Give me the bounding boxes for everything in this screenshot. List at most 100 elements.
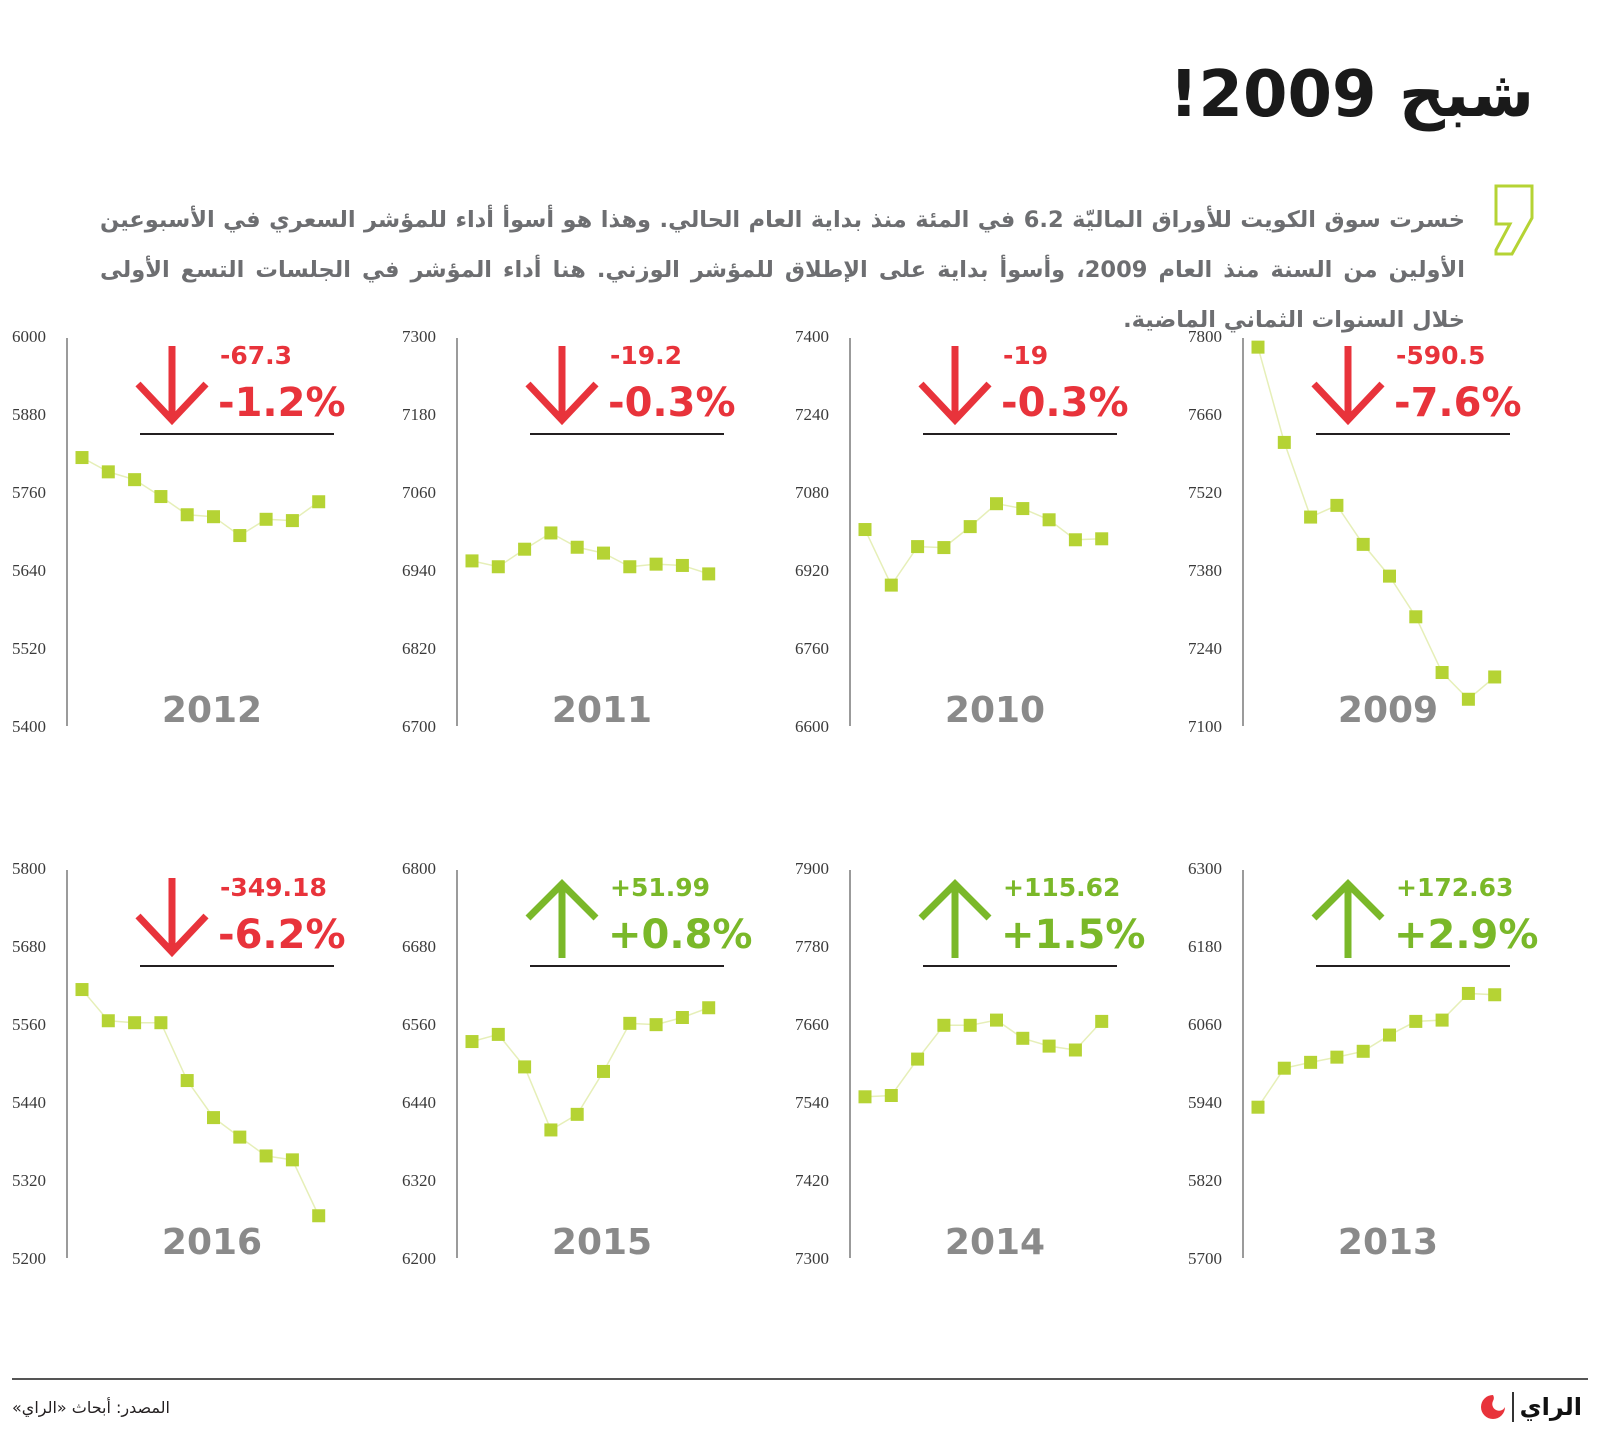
source-text: المصدر: أبحاث «الراي» [12,1398,170,1417]
data-point [518,1060,532,1074]
data-point [1409,610,1423,624]
data-point [990,497,1003,511]
series-line [471,1007,709,1132]
quote-mark-icon [1494,184,1534,256]
data-point [1383,1028,1396,1042]
data-point [259,512,273,526]
data-point [937,541,951,555]
data-point [1356,1044,1370,1058]
chart-2009: 7800 7660 7520 7380 7240 7100 2009 -590.5 -7.6% [1188,320,1538,740]
y-tick-label: 6680 [402,937,436,956]
footer-divider [12,1378,1588,1380]
y-tick-label: 7420 [795,1171,829,1190]
data-point [675,1011,689,1024]
data-point [963,1018,977,1032]
data-point [544,1123,558,1137]
data-point [990,1013,1003,1027]
y-tick-label: 7100 [1188,717,1222,736]
change-absolute: -67.3 [220,341,292,370]
data-point [154,1016,168,1030]
y-tick-label: 5440 [12,1093,46,1112]
arrow-down-icon [135,878,209,958]
page-title: شبح 2009! [1169,58,1535,132]
arrow-up-icon [918,879,992,958]
data-point [285,1153,299,1167]
change-absolute: -590.5 [1396,341,1485,370]
y-tick-label: 6200 [402,1249,436,1268]
data-point [858,523,872,537]
data-point [207,1111,220,1125]
y-tick-label: 5640 [12,561,46,580]
arrow-down-icon [525,346,599,426]
y-tick-label: 6820 [402,639,436,658]
logo-mark-icon [1480,1395,1505,1419]
data-point [1277,435,1291,449]
y-tick-label: 7300 [402,327,436,346]
data-point [1016,502,1030,516]
y-tick-label: 5880 [12,405,46,424]
data-point [491,560,505,574]
y-tick-label: 7240 [1188,639,1222,658]
data-point [1488,670,1502,684]
change-absolute: +51.99 [610,873,710,902]
data-point [649,557,663,571]
data-point [1016,1031,1030,1045]
data-point [465,1035,479,1049]
change-absolute: +172.63 [1396,873,1513,902]
data-point [1409,1014,1423,1028]
data-point [285,514,299,528]
data-point [858,1090,872,1104]
y-tick-label: 5200 [12,1249,46,1268]
data-point [1068,533,1082,547]
y-tick-label: 7540 [795,1093,829,1112]
y-tick-label: 7520 [1188,483,1222,502]
y-tick-label: 7780 [795,937,829,956]
data-point [128,1016,142,1030]
data-point [597,546,610,560]
data-point [1304,510,1318,524]
y-tick-label: 6600 [795,717,829,736]
data-point [675,558,689,572]
arrow-down-icon [1311,346,1385,426]
y-tick-label: 5800 [12,859,46,878]
year-label: 2009 [1338,690,1438,731]
logo-separator [1511,1392,1514,1422]
chart-svg: 7400 7240 7080 6920 6760 6600 2010 -19 -0.3% [795,327,1129,736]
data-point [1383,569,1396,583]
y-tick-label: 6060 [1188,1015,1222,1034]
intro-text: خسرت سوق الكويت للأوراق الماليّة 6.2 في … [100,206,1466,333]
data-point [544,526,558,540]
y-tick-label: 7400 [795,327,829,346]
y-tick-label: 5520 [12,639,46,658]
data-point [1461,986,1475,1000]
change-absolute: -19.2 [610,341,682,370]
data-point [1068,1043,1082,1057]
y-tick-label: 6300 [1188,859,1222,878]
y-tick-label: 7800 [1188,327,1222,346]
data-point [154,490,168,504]
data-point [1488,988,1502,1002]
y-tick-label: 6940 [402,561,436,580]
data-point [101,1014,115,1028]
chart-2016: 5800 5680 5560 5440 5320 5200 2016 -349.18 -6.2% [12,852,362,1272]
data-point [1277,1061,1291,1075]
change-percent: -0.3% [1001,380,1129,426]
data-point [1435,666,1449,680]
data-point [1435,1013,1449,1027]
data-point [233,529,247,543]
chart-2015: 6800 6680 6560 6440 6320 6200 2015 +51.99 +0.8% [402,852,752,1272]
data-point [570,1107,584,1121]
series-line [1257,992,1495,1108]
y-tick-label: 5680 [12,937,46,956]
data-point [1042,513,1056,527]
year-label: 2014 [945,1222,1045,1263]
change-percent: -0.3% [608,380,736,426]
data-point [180,508,194,522]
arrow-down-icon [918,346,992,426]
y-tick-label: 5560 [12,1015,46,1034]
data-point [963,520,977,534]
y-tick-label: 5820 [1188,1171,1222,1190]
series-line [864,1019,1103,1098]
data-point [911,1052,925,1066]
change-percent: +2.9% [1394,912,1538,958]
